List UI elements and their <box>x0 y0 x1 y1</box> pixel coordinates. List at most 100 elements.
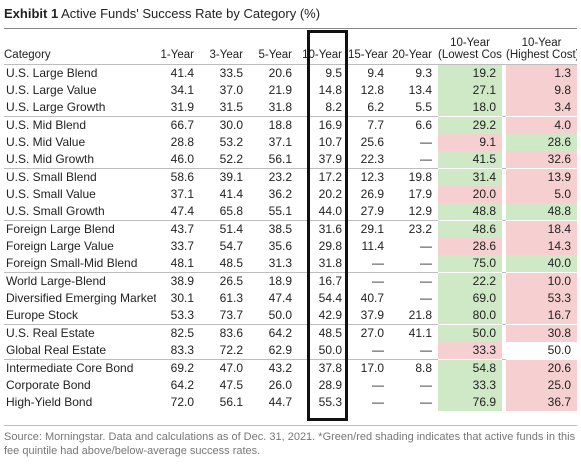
category-cell: Intermediate Core Bond <box>4 359 156 377</box>
title-divider <box>4 28 577 29</box>
table-row: U.S. Large Growth 31.9 31.5 31.8 8.2 6.2 5.5 18… <box>4 99 577 117</box>
table-row: Foreign Large Blend 43.7 51.4 38.5 31.6 29.1 2… <box>4 220 577 238</box>
five-year-cell: 18.9 <box>249 272 298 290</box>
category-cell: Foreign Large Value <box>6 239 114 253</box>
ten-year-cell: 42.9 <box>318 308 342 322</box>
fifteen-year-cell: 26.9 <box>360 187 384 201</box>
five-year-cell: 44.7 <box>268 395 292 409</box>
fifteen-year-cell: — <box>372 395 384 409</box>
table-row: Intermediate Core Bond 69.2 47.0 43.2 37.8 17… <box>4 359 577 377</box>
table-body: U.S. Large Blend 41.4 33.5 20.6 9.5 9.4 9.3 19.… <box>4 64 577 411</box>
five-year-cell: 37.1 <box>268 135 292 149</box>
lowest-cost-cell: 28.6 <box>438 238 502 255</box>
table-row: U.S. Small Growth 47.4 65.8 55.1 44.0 27.9 12.… <box>4 203 577 221</box>
twenty-year-cell: 41.1 <box>390 324 438 342</box>
lowest-cost-cell: 76.9 <box>438 394 502 411</box>
five-year-cell: 23.2 <box>249 168 298 186</box>
lowest-cost-cell: 48.6 <box>438 220 502 238</box>
table-row: U.S. Large Blend 41.4 33.5 20.6 9.5 9.4 9.3 19.… <box>4 64 577 82</box>
lowest-cost-cell: 69.0 <box>438 290 502 307</box>
ten-year-cell: 16.9 <box>298 116 348 134</box>
twenty-year-cell: 12.9 <box>408 204 432 218</box>
header-highest-cost: 10-Year (Highest Cost) <box>506 29 577 65</box>
one-year-cell: 64.2 <box>170 378 194 392</box>
twenty-year-cell: 5.5 <box>415 100 432 114</box>
five-year-cell: 62.9 <box>268 343 292 357</box>
highest-cost-cell: 10.0 <box>506 272 577 290</box>
table-row: Foreign Large Value 33.7 54.7 35.6 29.8 11.4 —… <box>4 238 577 255</box>
three-year-cell: 33.5 <box>200 64 249 82</box>
highest-cost-cell: 50.0 <box>506 342 577 360</box>
fifteen-year-cell: — <box>372 343 384 357</box>
category-cell: World Large-Blend <box>4 272 156 290</box>
one-year-cell: 30.1 <box>170 291 194 305</box>
three-year-cell: 30.0 <box>200 116 249 134</box>
ten-year-cell: 44.0 <box>318 204 342 218</box>
category-cell: Europe Stock <box>6 308 79 322</box>
fifteen-year-cell: 11.4 <box>361 239 384 253</box>
source-note: Source: Morningstar. Data and calculatio… <box>4 431 576 457</box>
lowest-cost-cell: 33.3 <box>438 377 502 394</box>
twenty-year-cell: 6.6 <box>390 116 438 134</box>
ten-year-cell: 37.8 <box>298 359 348 377</box>
ten-year-cell: 29.8 <box>318 239 342 253</box>
twenty-year-cell: — <box>420 152 432 166</box>
table-row: Diversified Emerging Markets 30.1 61.3 47.4… <box>4 290 577 307</box>
twenty-year-cell: 9.3 <box>390 64 438 82</box>
three-year-cell: 52.2 <box>219 152 243 166</box>
ten-year-cell: 16.7 <box>298 272 348 290</box>
one-year-cell: 41.4 <box>156 64 200 82</box>
three-year-cell: 48.5 <box>219 256 243 270</box>
highest-cost-cell: 9.8 <box>506 82 577 99</box>
one-year-cell: 83.3 <box>170 343 194 357</box>
three-year-cell: 61.3 <box>219 291 243 305</box>
three-year-cell: 31.5 <box>219 100 243 114</box>
fifteen-year-cell: — <box>372 256 384 270</box>
twenty-year-cell: 13.4 <box>408 83 432 97</box>
table-row: U.S. Small Blend 58.6 39.1 23.2 17.2 12.3 19.8… <box>4 168 577 186</box>
twenty-year-cell: — <box>390 272 438 290</box>
twenty-year-cell: — <box>420 378 432 392</box>
twenty-year-cell: — <box>420 135 432 149</box>
one-year-cell: 31.9 <box>170 100 194 114</box>
five-year-cell: 20.6 <box>249 64 298 82</box>
header-15-year: 15-Year <box>348 29 390 65</box>
fifteen-year-cell: 37.9 <box>360 308 384 322</box>
fifteen-year-cell: — <box>348 272 390 290</box>
ten-year-cell: 14.8 <box>318 83 342 97</box>
lowest-cost-cell: 29.2 <box>438 116 502 134</box>
category-cell: Foreign Large Blend <box>4 220 156 238</box>
exhibit-title-text: Active Funds' Success Rate by Category (… <box>61 6 321 21</box>
ten-year-cell: 55.3 <box>318 395 342 409</box>
lowest-cost-cell: 20.0 <box>438 186 502 203</box>
fifteen-year-cell: 25.6 <box>360 135 384 149</box>
fifteen-year-cell: 27.0 <box>348 324 390 342</box>
three-year-cell: 37.0 <box>219 83 243 97</box>
twenty-year-cell: 17.9 <box>408 187 432 201</box>
one-year-cell: 48.1 <box>170 256 194 270</box>
fifteen-year-cell: 22.3 <box>360 152 384 166</box>
ten-year-cell: 31.8 <box>318 256 342 270</box>
three-year-cell: 73.7 <box>219 308 243 322</box>
gap-cell <box>502 272 506 290</box>
lowest-cost-cell: 9.1 <box>438 134 502 151</box>
twenty-year-cell: 21.8 <box>408 308 432 322</box>
one-year-cell: 46.0 <box>170 152 194 166</box>
highest-cost-cell: 25.0 <box>506 377 577 394</box>
ten-year-cell: 28.9 <box>318 378 342 392</box>
category-cell: U.S. Small Blend <box>4 168 156 186</box>
lowest-cost-cell: 22.2 <box>438 272 502 290</box>
success-rate-table: Category 1-Year 3-Year 5-Year 10-Year 15… <box>4 29 577 411</box>
one-year-cell: 69.2 <box>156 359 200 377</box>
highest-cost-cell: 13.9 <box>506 168 577 186</box>
category-cell: U.S. Small Value <box>6 187 96 201</box>
exhibit-label: Exhibit 1 <box>4 6 59 21</box>
fifteen-year-cell: 27.9 <box>360 204 384 218</box>
category-cell: U.S. Real Estate <box>4 324 156 342</box>
table-row: Corporate Bond 64.2 47.5 26.0 28.9 — — 33.3 25.0 <box>4 377 577 394</box>
ten-year-highlight-box <box>307 30 348 421</box>
three-year-cell: 41.4 <box>219 187 243 201</box>
fifteen-year-cell: 12.3 <box>348 168 390 186</box>
lowest-cost-cell: 54.8 <box>438 359 502 377</box>
category-cell: U.S. Large Blend <box>4 64 156 82</box>
